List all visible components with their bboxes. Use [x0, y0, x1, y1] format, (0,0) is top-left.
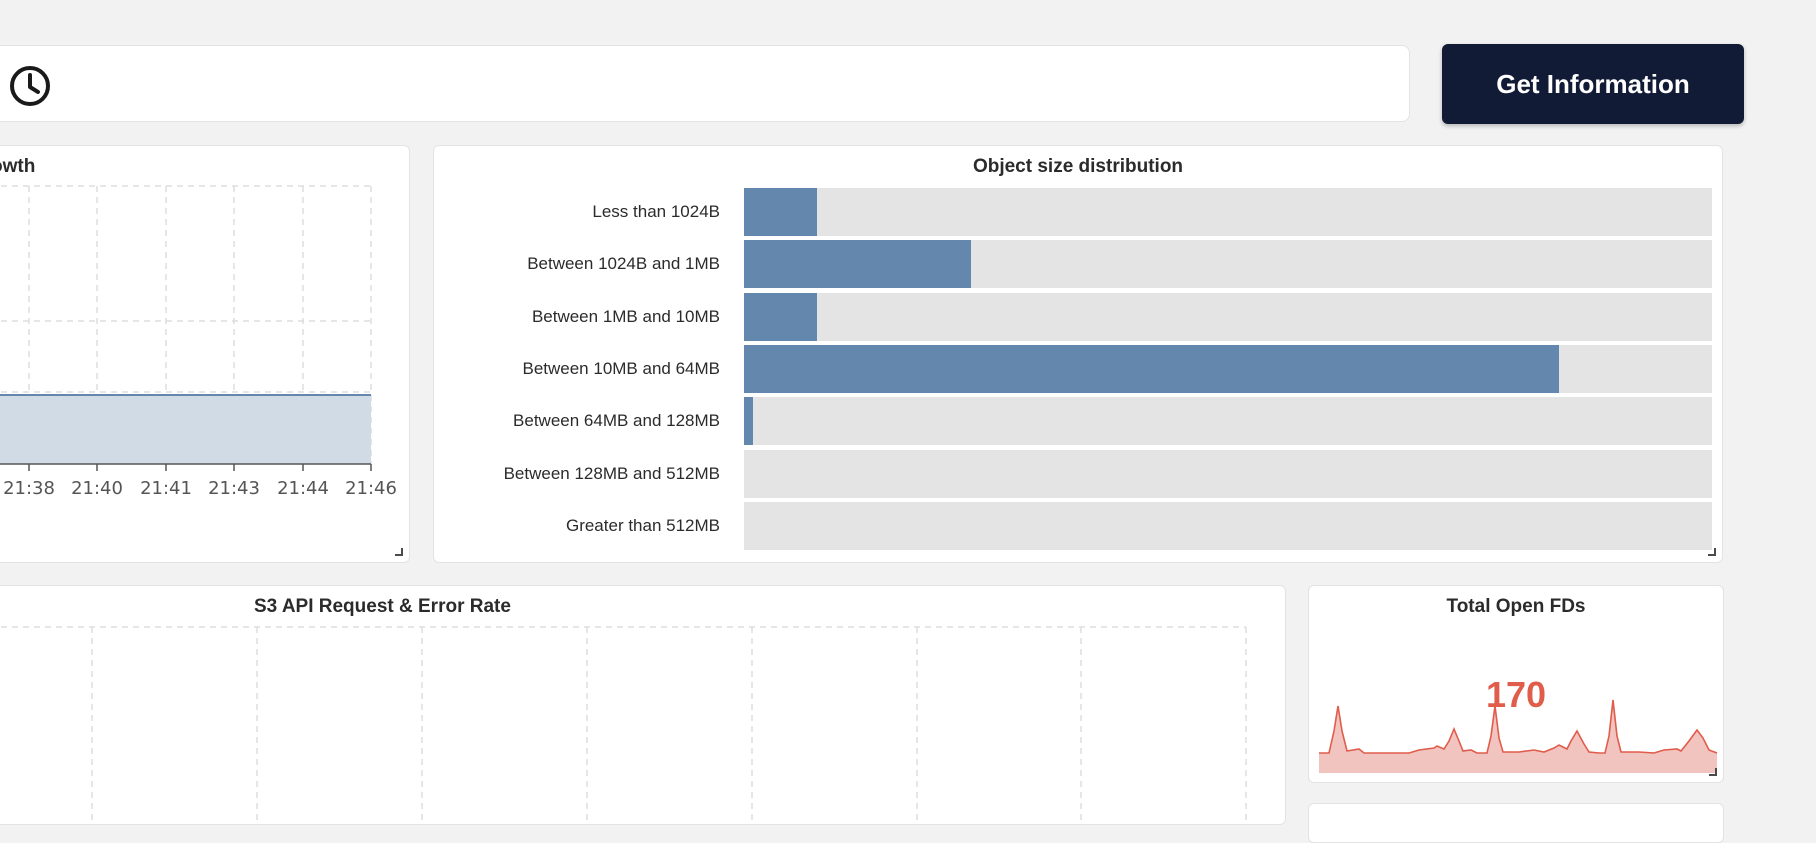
bar-track: [744, 188, 1712, 236]
x-tick-label: 21:41: [140, 478, 192, 499]
next-panel: [1308, 803, 1724, 843]
bar-fill: [744, 292, 817, 341]
bar-row: Between 128MB and 512MB: [434, 449, 1722, 498]
s3-api-title: S3 API Request & Error Rate: [254, 596, 511, 617]
object-size-bars: Less than 1024B Between 1024B and 1MB Betw…: [434, 188, 1722, 554]
x-tick-label: 21:43: [208, 478, 260, 499]
bar-category-label: Between 1024B and 1MB: [527, 254, 720, 274]
resize-handle[interactable]: [1709, 768, 1717, 776]
x-tick-label: 21:44: [277, 478, 329, 499]
bar-fill: [744, 397, 753, 446]
bar-track: [744, 501, 1712, 550]
s3-api-panel: S3 API Request & Error Rate: [0, 585, 1286, 825]
bar-track: [744, 344, 1712, 393]
x-tick-label: 21:46: [345, 478, 397, 499]
total-open-fds-panel: Total Open FDs 170: [1308, 585, 1724, 783]
bar-row: Between 10MB and 64MB: [434, 344, 1722, 393]
x-tick-label: 21:38: [3, 478, 55, 499]
growth-panel-title: owth: [0, 156, 36, 177]
bar-row: Less than 1024B: [434, 188, 1722, 236]
object-size-panel: Object size distribution Less than 1024B…: [433, 145, 1723, 563]
bar-row: Between 1MB and 10MB: [434, 292, 1722, 341]
resize-handle[interactable]: [395, 548, 403, 556]
fds-sparkline: [1319, 699, 1718, 773]
get-information-button[interactable]: Get Information: [1442, 44, 1744, 124]
bar-category-label: Between 1MB and 10MB: [531, 306, 720, 326]
total-open-fds-title: Total Open FDs: [1446, 596, 1586, 617]
bar-track: [744, 292, 1712, 341]
bar-fill: [744, 344, 1560, 393]
growth-chart: 21:38 21:40 21:41 21:43 21:44 21:46: [0, 185, 397, 499]
s3-api-chart: [1, 626, 1247, 824]
bar-track: [744, 240, 1712, 289]
bar-row: Between 64MB and 128MB: [434, 397, 1722, 446]
resize-handle[interactable]: [1708, 548, 1716, 556]
bar-row: Between 1024B and 1MB: [434, 240, 1722, 289]
bar-category-label: Between 10MB and 64MB: [522, 358, 720, 378]
clock-icon[interactable]: [9, 65, 51, 107]
bar-fill: [744, 188, 817, 236]
bar-category-label: Less than 1024B: [592, 202, 720, 221]
object-size-title: Object size distribution: [972, 156, 1184, 177]
growth-panel: owth 21:38 21:40 21:41 21:43 21:44: [0, 145, 410, 563]
x-tick-label: 21:40: [71, 478, 123, 499]
fds-sparkline-line: [1319, 699, 1718, 754]
fds-sparkline-area: [1319, 700, 1717, 773]
bar-fill: [744, 240, 971, 289]
growth-area: [0, 395, 371, 464]
bar-category-label: Between 64MB and 128MB: [513, 411, 720, 431]
time-range-bar[interactable]: [0, 45, 1410, 122]
bar-category-label: Between 128MB and 512MB: [503, 463, 720, 483]
total-open-fds-value: 170: [1485, 674, 1547, 715]
bar-category-label: Greater than 512MB: [565, 515, 720, 535]
bar-track: [744, 397, 1712, 446]
bar-row: Greater than 512MB: [434, 501, 1722, 550]
s3-grid: [1, 626, 1247, 824]
bar-track: [744, 449, 1712, 498]
